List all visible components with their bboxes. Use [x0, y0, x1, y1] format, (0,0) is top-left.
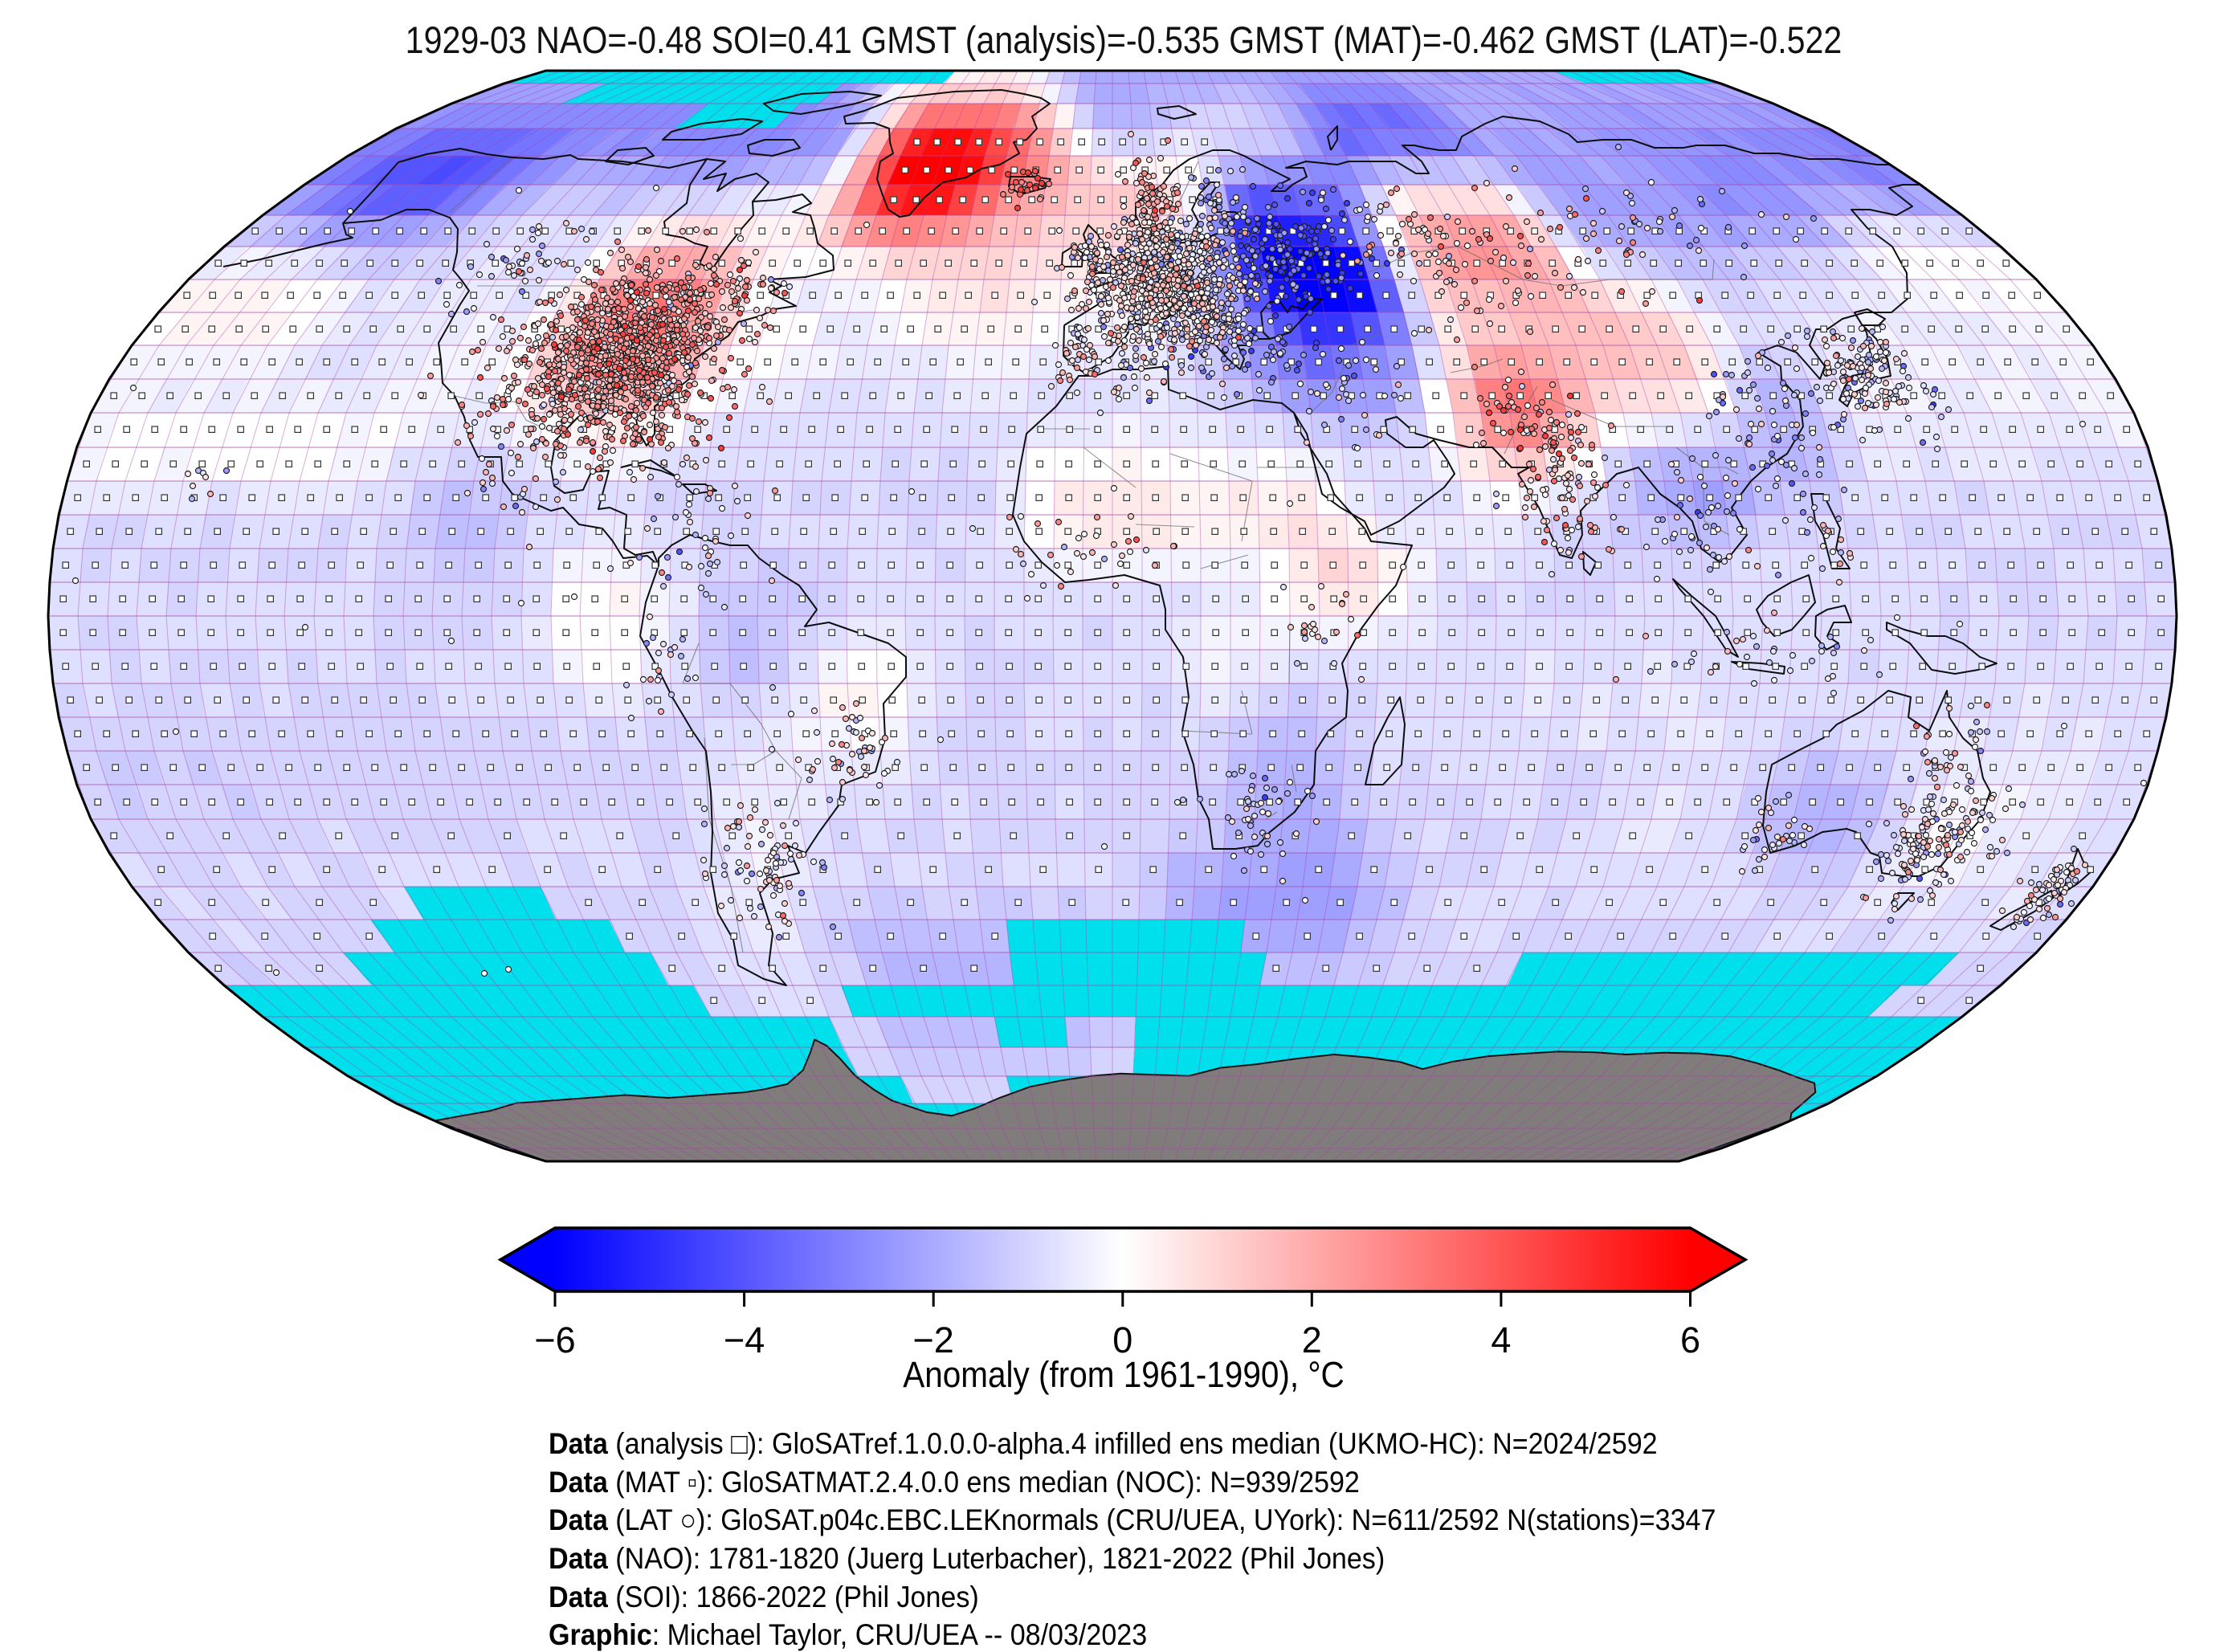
- svg-text:Data (analysis □): GloSATref.1: Data (analysis □): GloSATref.1.0.0.0-alp…: [549, 1427, 1658, 1461]
- svg-text:Data (LAT ○): GloSAT.p04c.EBC.: Data (LAT ○): GloSAT.p04c.EBC.LEKnormals…: [549, 1503, 1716, 1537]
- svg-text:Anomaly (from 1961-1990), °C: Anomaly (from 1961-1990), °C: [903, 1355, 1345, 1395]
- svg-text:−4: −4: [724, 1320, 765, 1360]
- svg-text:4: 4: [1491, 1320, 1511, 1360]
- svg-text:−2: −2: [913, 1320, 954, 1360]
- svg-text:Data (NAO): 1781-1820 (Juerg L: Data (NAO): 1781-1820 (Juerg Luterbacher…: [549, 1542, 1385, 1576]
- svg-text:2: 2: [1302, 1320, 1322, 1360]
- svg-text:6: 6: [1680, 1320, 1700, 1360]
- svg-text:Graphic: Michael Taylor, CRU/U: Graphic: Michael Taylor, CRU/UEA -- 08/0…: [549, 1618, 1147, 1652]
- svg-text:1929-03 NAO=-0.48 SOI=0.41 GMS: 1929-03 NAO=-0.48 SOI=0.41 GMST (analysi…: [406, 20, 1842, 62]
- svg-text:Data (MAT ▫): GloSATMAT.2.4.0.: Data (MAT ▫): GloSATMAT.2.4.0.0 ens medi…: [549, 1466, 1360, 1499]
- svg-text:−6: −6: [534, 1320, 575, 1360]
- svg-text:Data (SOI): 1866-2022 (Phil Jo: Data (SOI): 1866-2022 (Phil Jones): [549, 1581, 979, 1614]
- svg-text:0: 0: [1112, 1320, 1132, 1360]
